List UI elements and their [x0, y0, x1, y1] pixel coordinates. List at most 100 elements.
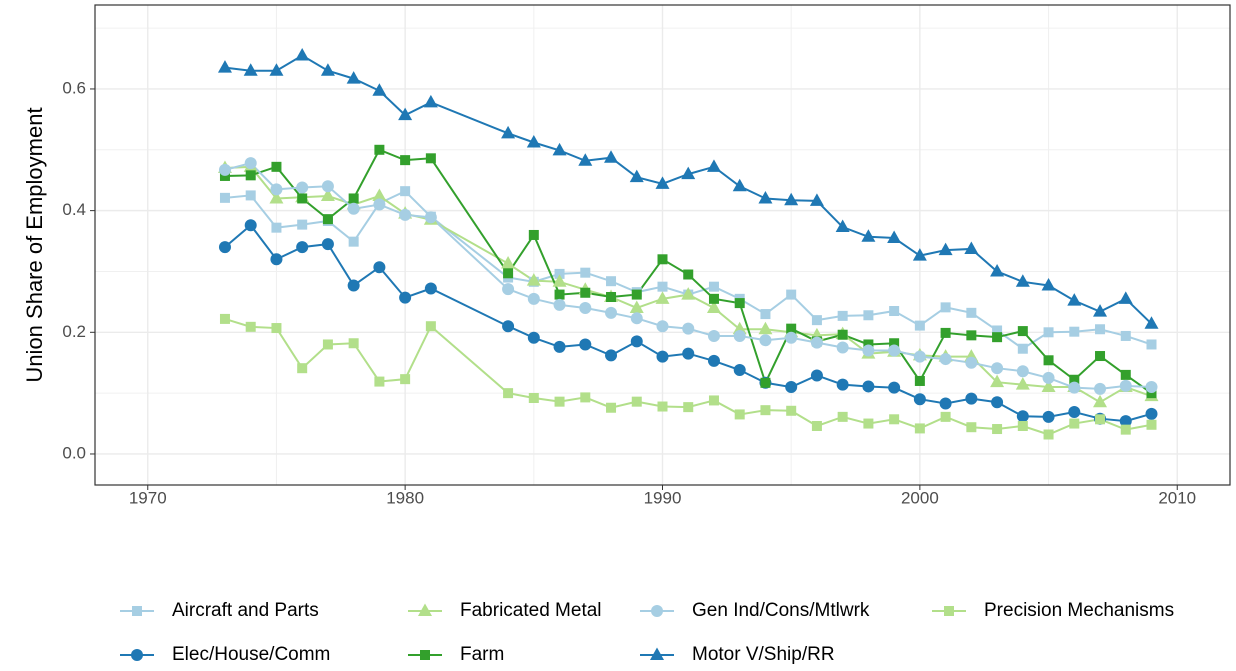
marker — [605, 349, 618, 362]
marker — [810, 336, 823, 349]
marker — [732, 178, 747, 192]
marker — [580, 287, 591, 298]
marker — [373, 261, 386, 274]
marker — [629, 169, 644, 183]
marker — [966, 422, 977, 433]
marker — [913, 393, 926, 406]
marker — [297, 363, 308, 374]
marker — [863, 418, 874, 429]
marker — [424, 211, 437, 224]
marker — [837, 411, 848, 422]
marker — [940, 302, 951, 313]
marker — [786, 405, 797, 416]
y-axis-label: Union Share of Employment — [22, 107, 47, 382]
legend-label: Aircraft and Parts — [172, 600, 319, 621]
x-tick-label: 2010 — [1158, 488, 1196, 507]
marker — [1069, 418, 1080, 429]
marker — [656, 350, 669, 363]
marker — [940, 411, 951, 422]
marker — [810, 369, 823, 382]
x-tick-label: 1970 — [129, 488, 167, 507]
marker — [889, 338, 900, 349]
marker — [1068, 381, 1081, 394]
legend-label: Motor V/Ship/RR — [692, 644, 835, 665]
marker — [503, 388, 514, 399]
marker — [887, 230, 902, 244]
marker — [708, 281, 719, 292]
marker — [1042, 410, 1055, 423]
marker — [786, 323, 797, 334]
marker — [889, 306, 900, 317]
marker — [990, 263, 1005, 277]
marker — [939, 397, 952, 410]
marker — [400, 186, 411, 197]
marker — [760, 405, 771, 416]
marker — [373, 198, 386, 211]
marker — [528, 393, 539, 404]
marker — [502, 320, 515, 333]
marker — [501, 256, 516, 269]
marker — [785, 331, 798, 344]
marker — [733, 364, 746, 377]
marker — [552, 274, 567, 287]
marker — [681, 166, 696, 180]
marker — [1119, 379, 1132, 392]
marker — [992, 325, 1003, 336]
marker — [398, 107, 413, 121]
marker — [554, 268, 565, 279]
marker — [681, 287, 696, 300]
marker — [1017, 326, 1028, 337]
marker — [218, 163, 231, 176]
marker — [322, 214, 333, 225]
marker — [348, 338, 359, 349]
marker — [914, 375, 925, 386]
marker — [553, 340, 566, 353]
marker — [502, 283, 515, 296]
marker — [271, 161, 282, 172]
marker — [322, 339, 333, 350]
marker — [1067, 293, 1082, 306]
marker — [219, 313, 230, 324]
marker — [296, 181, 309, 194]
plot-border — [94, 4, 1231, 486]
marker — [965, 392, 978, 405]
marker — [320, 188, 335, 202]
marker — [966, 307, 977, 318]
marker — [708, 395, 719, 406]
marker — [914, 320, 925, 331]
marker — [630, 335, 643, 348]
marker — [888, 381, 901, 394]
marker — [1043, 355, 1054, 366]
marker — [835, 219, 850, 233]
marker — [966, 330, 977, 341]
marker — [554, 396, 565, 407]
marker — [579, 338, 592, 351]
marker — [1068, 405, 1081, 418]
marker — [219, 192, 230, 203]
marker — [424, 282, 437, 295]
marker — [346, 71, 361, 84]
marker — [1094, 382, 1107, 395]
marker — [707, 354, 720, 367]
marker — [1095, 324, 1106, 335]
marker — [657, 254, 668, 265]
marker — [631, 396, 642, 407]
marker — [1041, 379, 1056, 393]
series-line — [224, 317, 1152, 436]
marker — [580, 267, 591, 278]
marker — [579, 301, 592, 314]
marker — [501, 125, 516, 139]
marker — [552, 142, 567, 156]
marker — [244, 157, 257, 170]
marker — [734, 409, 745, 420]
marker — [706, 159, 721, 172]
marker — [811, 315, 822, 326]
marker — [243, 63, 258, 76]
marker — [553, 298, 566, 311]
marker — [131, 649, 143, 661]
legend-label: Farm — [460, 644, 504, 665]
marker — [863, 310, 874, 321]
marker — [245, 170, 256, 181]
